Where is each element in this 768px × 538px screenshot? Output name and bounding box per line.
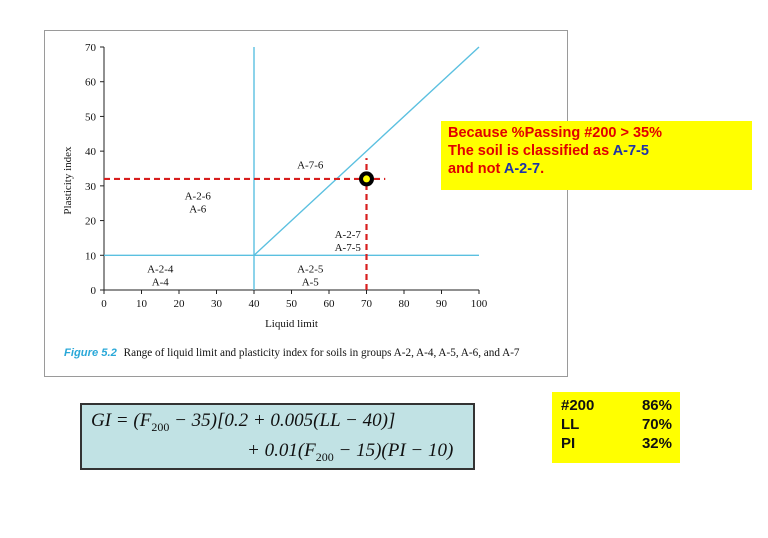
figure-caption: Figure 5.2 Range of liquid limit and pla… <box>64 346 564 360</box>
param-label: PI <box>561 435 576 452</box>
x-tick-label: 30 <box>211 298 223 310</box>
caption-text: Range of liquid limit and plasticity ind… <box>123 347 520 359</box>
group-index-formula: GI = (F200 − 35)[0.2 + 0.005(LL − 40)] +… <box>80 403 475 470</box>
region-label-line: A-7-5 <box>335 242 362 254</box>
y-tick-label: 30 <box>85 181 97 193</box>
param-row: LL 70% <box>561 416 672 435</box>
region-label-line: A-6 <box>189 204 207 216</box>
callout-line-2-text: The soil is classified as <box>448 143 613 159</box>
param-value: 86% <box>641 397 672 414</box>
figure-frame <box>44 30 568 377</box>
region-label-line: A-4 <box>152 277 170 289</box>
x-tick-label: 0 <box>101 298 107 310</box>
region-label: A-7-6 <box>297 160 324 172</box>
guide-lines <box>104 158 386 290</box>
x-tick-label: 60 <box>324 298 336 310</box>
callout-line-1: Because %Passing #200 > 35% <box>448 125 663 141</box>
x-tick-label: 70 <box>361 298 373 310</box>
callout-line-3: and not A-2-7. <box>448 160 752 178</box>
callout-line-3-text: and not <box>448 161 504 177</box>
region-label-line: A-2-4 <box>147 264 174 276</box>
caption-figure-number: Figure 5.2 <box>64 347 117 359</box>
y-tick-label: 20 <box>85 216 97 228</box>
y-tick-label: 10 <box>85 250 97 262</box>
param-value: 70% <box>641 416 672 433</box>
callout-line-2: The soil is classified as A-7-5 <box>448 142 752 160</box>
formula-line-1: GI = (F200 − 35)[0.2 + 0.005(LL − 40)] <box>91 410 396 434</box>
soil-parameters-box: #200 86% LL 70% PI 32% <box>552 392 680 463</box>
param-row: #200 86% <box>561 397 672 416</box>
x-axis-label: Liquid limit <box>265 318 318 330</box>
y-tick-label: 60 <box>85 77 97 89</box>
region-label-line: A-2-7 <box>335 229 362 241</box>
region-label: A-2-5 A-5 <box>297 264 324 289</box>
y-tick-label: 50 <box>85 111 97 123</box>
x-tick-label: 10 <box>136 298 148 310</box>
x-tick-label: 100 <box>471 298 488 310</box>
region-label-line: A-2-5 <box>297 264 324 276</box>
classification-callout: Because %Passing #200 > 35% The soil is … <box>441 121 752 190</box>
x-tick-label: 90 <box>436 298 448 310</box>
region-label: A-2-7 A-7-5 <box>335 229 362 254</box>
callout-line-3-end: . <box>540 161 545 177</box>
boundary-line <box>253 46 480 256</box>
region-label: A-2-4 A-4 <box>147 264 174 289</box>
chart-axes: 0 10 20 30 40 50 60 70 80 90 100 0 10 20 30 40 50 60 70 Liq… <box>62 42 488 330</box>
marked-point-inner <box>363 175 370 183</box>
param-label: LL <box>561 416 580 433</box>
y-tick-label: 0 <box>91 285 97 297</box>
boundary-lines <box>104 46 480 290</box>
formula-line-2: + 0.01(F200 − 15)(PI − 10) <box>247 440 454 464</box>
y-axis-label: Plasticity index <box>62 146 74 215</box>
region-label-line: A-5 <box>302 277 320 289</box>
x-tick-label: 50 <box>286 298 298 310</box>
marked-point-group <box>359 171 374 187</box>
region-label: A-2-6 A-6 <box>185 191 212 216</box>
y-tick-label: 70 <box>85 42 97 54</box>
region-label-line: A-7-6 <box>297 160 324 172</box>
y-tick-label: 40 <box>85 146 97 158</box>
callout-group-a75: A-7-5 <box>612 143 649 159</box>
region-label-line: A-2-6 <box>185 191 212 203</box>
x-tick-label: 40 <box>249 298 261 310</box>
callout-group-a27: A-2-7 <box>503 161 541 177</box>
param-label: #200 <box>561 397 595 414</box>
param-value: 32% <box>641 435 672 452</box>
region-labels: A-7-6 A-2-6 A-6 A-2-7 A-7-5 A-2-4 A-4 A-2-5 A-5 <box>147 160 361 289</box>
x-tick-label: 80 <box>399 298 411 310</box>
x-tick-label: 20 <box>174 298 186 310</box>
param-row: PI 32% <box>561 435 672 454</box>
